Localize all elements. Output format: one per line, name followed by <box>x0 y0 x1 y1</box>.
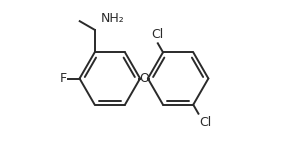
Text: Cl: Cl <box>199 116 212 129</box>
Text: Cl: Cl <box>151 28 163 41</box>
Text: F: F <box>60 72 67 85</box>
Text: NH₂: NH₂ <box>101 12 124 25</box>
Text: O: O <box>139 72 149 85</box>
